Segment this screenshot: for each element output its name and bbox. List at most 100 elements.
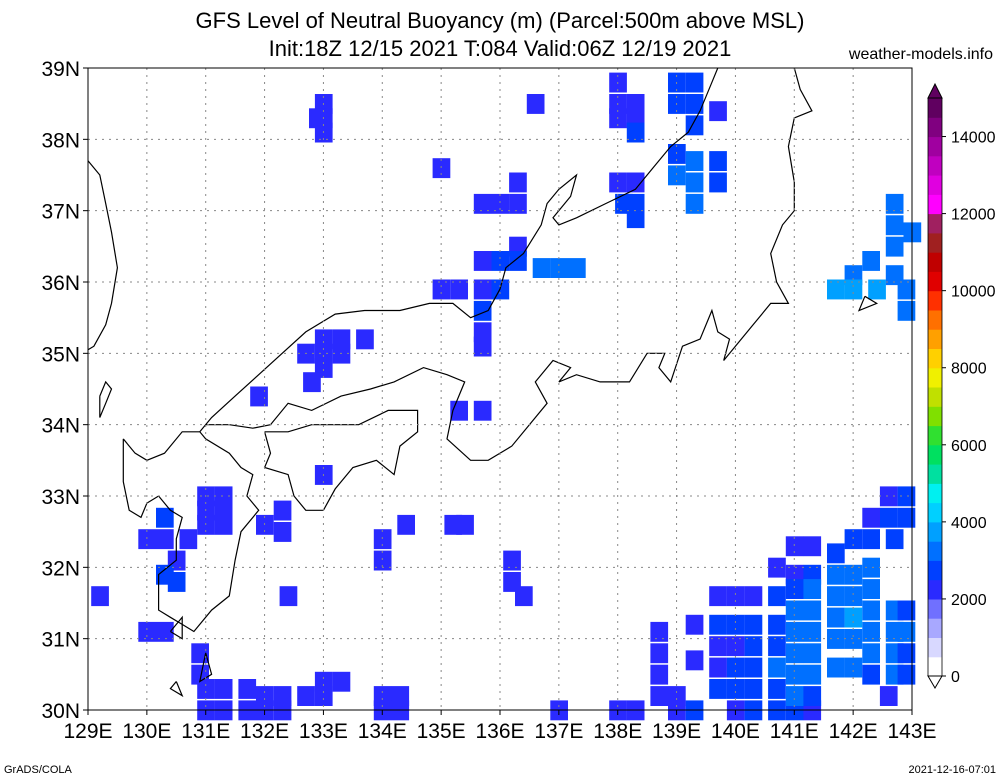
y-tick-label: 34N	[41, 415, 80, 438]
heat-cell	[167, 572, 186, 592]
heat-cell	[862, 664, 880, 685]
heat-cell	[768, 614, 786, 635]
x-tick-label: 141E	[770, 720, 819, 743]
heat-cell	[214, 679, 233, 699]
heat-cell	[609, 172, 627, 193]
colorbar-swatch	[928, 560, 942, 581]
heat-cell	[709, 586, 727, 607]
heat-cell	[885, 215, 904, 236]
colorbar: 14000 12000 10000 8000 6000 4000 2000 0	[927, 82, 996, 689]
heat-cell	[356, 329, 374, 350]
heat-cell	[473, 300, 492, 321]
y-axis: 39N 38N 37N 36N 35N 34N 33N 32N 31N 30N	[41, 58, 88, 723]
x-tick-label: 134E	[358, 720, 407, 743]
heat-cell	[897, 507, 916, 528]
heat-cell	[785, 643, 804, 664]
y-tick-label: 31N	[41, 629, 80, 652]
heat-cell	[897, 486, 916, 507]
heat-cell	[626, 172, 645, 193]
y-tick-label: 37N	[41, 201, 80, 224]
heat-cell	[879, 686, 898, 706]
heat-cell	[879, 507, 898, 528]
chart-subtitle: Init:18Z 12/15 2021 T:084 Valid:06Z 12/1…	[269, 36, 732, 61]
heat-cell	[568, 258, 586, 278]
heat-cell	[626, 122, 645, 143]
heat-cell	[885, 236, 904, 257]
heat-cell	[473, 279, 492, 300]
heat-cell	[138, 529, 156, 550]
heat-cell	[803, 643, 822, 664]
colorbar-tick-label: 12000	[951, 207, 996, 224]
heat-cell	[844, 529, 863, 550]
heat-cell	[844, 629, 863, 649]
coastline	[205, 67, 813, 461]
heat-cell	[844, 657, 863, 678]
x-tick-label: 136E	[475, 720, 524, 743]
y-tick-label: 33N	[41, 486, 80, 509]
heat-cell	[768, 636, 786, 657]
x-tick-label: 135E	[417, 720, 466, 743]
heat-cell	[550, 258, 568, 278]
heat-cell	[456, 514, 474, 535]
heat-cell	[726, 586, 745, 607]
colorbar-swatch	[928, 464, 942, 484]
heat-cell	[373, 550, 392, 571]
heat-cell	[273, 500, 292, 521]
colorbar-tick-label: 4000	[951, 515, 987, 532]
heat-cell	[844, 586, 863, 607]
heat-cell	[827, 657, 845, 678]
colorbar-swatch	[928, 194, 942, 215]
heat-cell	[897, 279, 916, 300]
footer-right: 2021-12-16-07:01	[909, 764, 996, 776]
coastline	[169, 615, 183, 640]
heat-cell	[432, 279, 451, 300]
heat-cell	[709, 614, 727, 635]
heat-cell	[685, 115, 704, 136]
heat-cell	[768, 657, 786, 678]
colorbar-swatch	[928, 579, 942, 600]
colorbar-swatch	[928, 387, 942, 407]
heat-cell	[785, 600, 804, 621]
x-axis: 129E 130E 131E 132E 133E 134E 135E 136E 137E 138E…	[63, 710, 937, 743]
heat-cell	[138, 621, 156, 642]
heat-cell	[650, 664, 669, 685]
coastline	[263, 409, 419, 511]
colorbar-tick-label: 2000	[951, 592, 987, 609]
heat-cell	[827, 564, 845, 585]
heat-cell	[744, 636, 763, 657]
heat-cell	[685, 193, 704, 214]
heat-cell	[862, 251, 880, 271]
heat-cell	[197, 679, 215, 699]
heat-cell	[785, 621, 804, 642]
heat-cell	[862, 621, 880, 642]
heat-cell	[515, 586, 533, 607]
heat-cell	[868, 279, 886, 300]
heat-cell	[879, 486, 898, 507]
heat-cell	[668, 165, 686, 186]
chart-title: GFS Level of Neutral Buoyancy (m) (Parce…	[196, 8, 805, 33]
x-tick-label: 142E	[829, 720, 878, 743]
heat-cell	[726, 679, 745, 699]
x-tick-label: 129E	[63, 720, 112, 743]
coastline	[122, 431, 260, 633]
y-tick-label: 35N	[41, 343, 80, 366]
heat-cell	[744, 679, 763, 699]
heat-cell	[526, 94, 545, 114]
heat-cell	[726, 657, 745, 678]
x-tick-label: 137E	[534, 720, 583, 743]
heat-cell	[273, 522, 292, 542]
colorbar-top-arrow	[927, 82, 943, 99]
heat-cell	[509, 172, 527, 193]
heat-cell	[214, 514, 233, 535]
heat-cell	[768, 557, 786, 578]
heat-cell	[709, 172, 727, 193]
x-tick-label: 139E	[652, 720, 701, 743]
heat-cell	[827, 543, 845, 564]
colorbar-bottom-arrow	[927, 675, 943, 689]
heat-cell	[827, 607, 845, 628]
heat-cell	[473, 193, 492, 214]
y-tick-label: 36N	[41, 272, 80, 295]
heat-cell	[685, 172, 704, 193]
heat-cell	[373, 529, 392, 550]
heat-cell	[709, 101, 727, 122]
